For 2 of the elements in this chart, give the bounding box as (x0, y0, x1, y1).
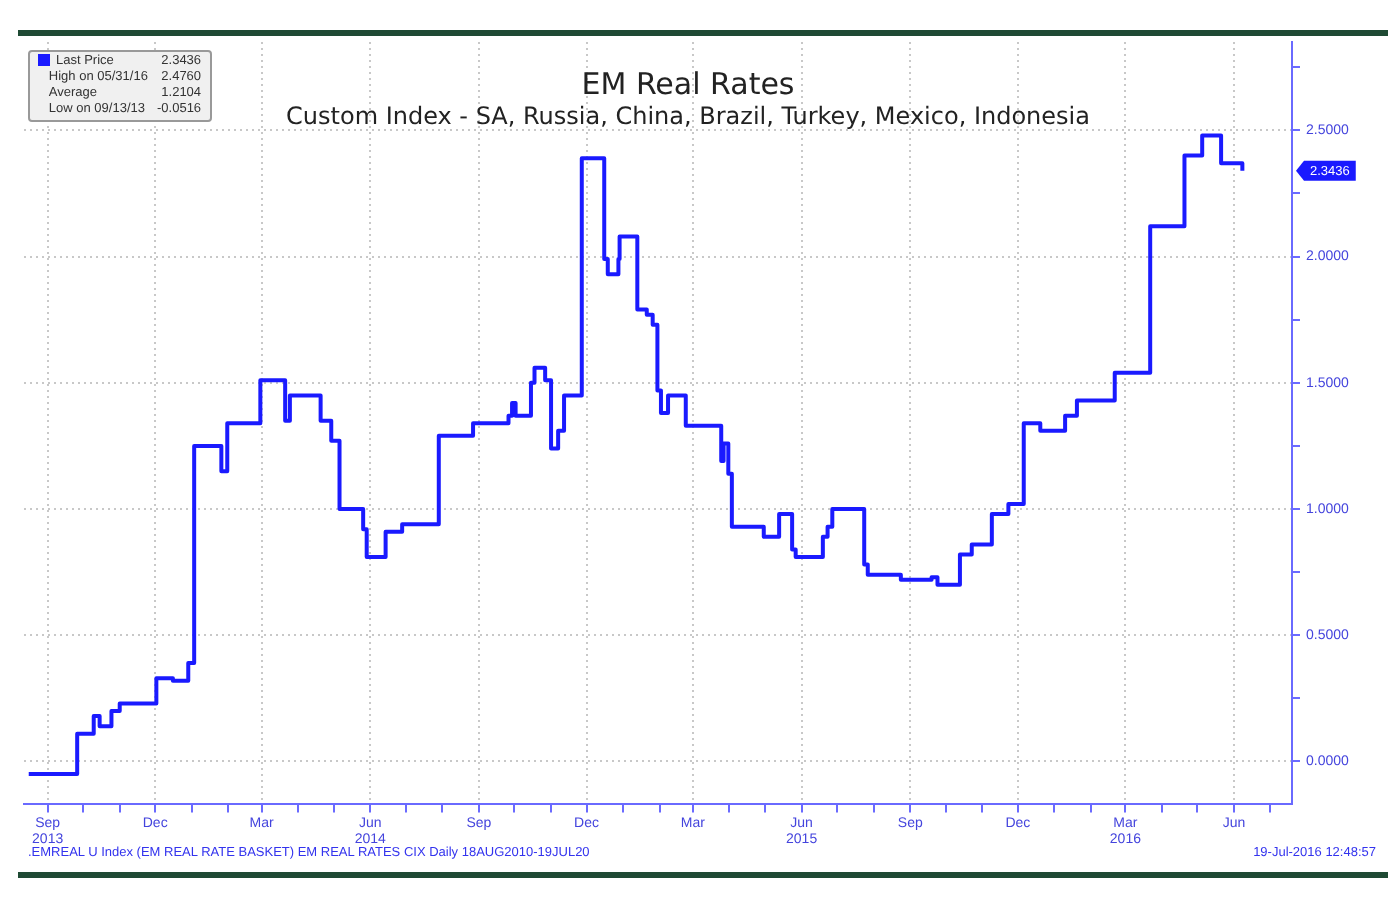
text: Custom Index - SA, Russia, China, Brazil, Turkey, Mexico, Indonesia (286, 102, 1090, 130)
text: EM Real Rates (581, 66, 795, 102)
